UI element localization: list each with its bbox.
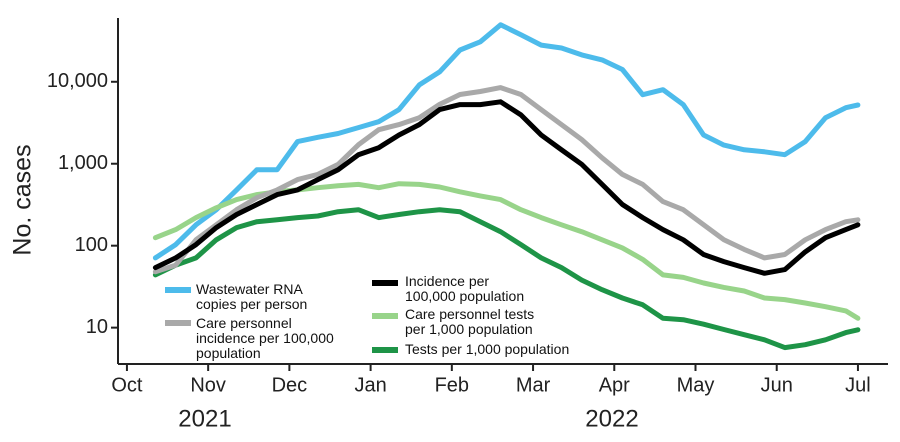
y-tick-label: 1,000 (58, 152, 108, 174)
year-label: 2022 (585, 405, 638, 432)
series-line (152, 22, 861, 261)
x-tick-label: Feb (435, 374, 469, 396)
year-label: 2021 (178, 405, 231, 432)
series-line (152, 207, 861, 351)
x-tick-label: Dec (272, 374, 308, 396)
legend-label: Care personnel tests per 1,000 populatio… (405, 306, 535, 337)
series-line (152, 99, 861, 276)
legend-label: Care personnel incidence per 100,000 pop… (196, 315, 334, 361)
legend-label: Incidence per 100,000 population (405, 273, 525, 304)
legend-label: Tests per 1,000 population (405, 341, 570, 357)
y-tick-label: 10,000 (47, 70, 108, 92)
y-tick-label: 10 (86, 316, 108, 338)
x-tick-label: May (677, 374, 715, 396)
x-tick-label: Apr (599, 374, 630, 396)
x-tick-label: Jan (354, 374, 386, 396)
x-tick-label: Jun (761, 374, 793, 396)
legend-swatch (165, 320, 191, 326)
series-line (152, 85, 861, 275)
y-tick-label: 100 (75, 234, 108, 256)
y-axis-label: No. cases (9, 144, 37, 255)
legend-swatch (372, 313, 398, 319)
x-tick-label: Nov (190, 374, 226, 396)
x-tick-label: Mar (516, 374, 551, 396)
legend-swatch (372, 280, 398, 286)
x-tick-label: Jul (845, 374, 871, 396)
x-tick-label: Oct (111, 374, 143, 396)
legend-swatch (372, 347, 398, 353)
legend-label: Wastewater RNA copies per person (196, 281, 308, 312)
legend-swatch (165, 287, 191, 293)
